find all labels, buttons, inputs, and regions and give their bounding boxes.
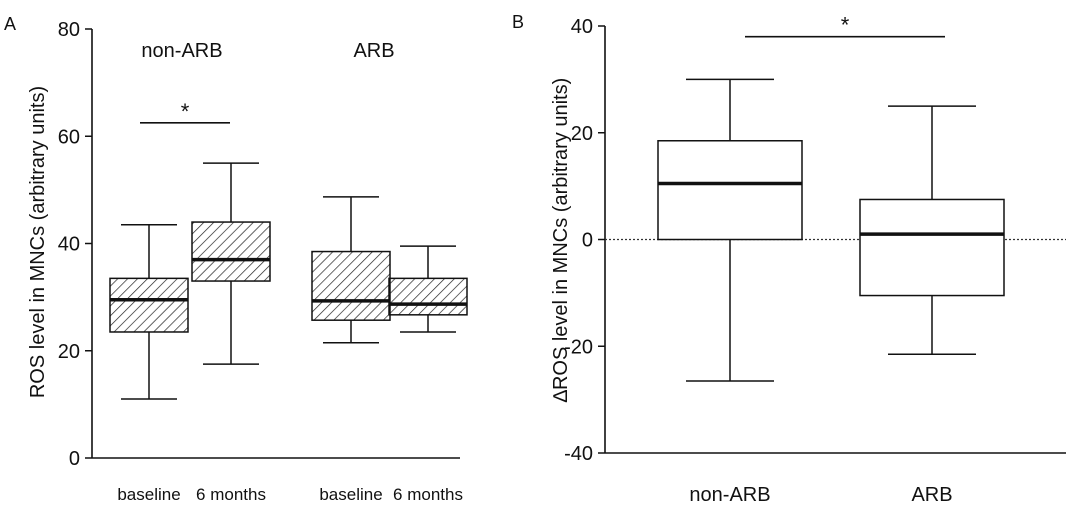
panel-a-category-label: baseline xyxy=(117,485,180,504)
panel-a-label: A xyxy=(4,14,16,34)
panel-b-category-label: non-ARB xyxy=(689,484,770,506)
panel-a-y-tick-label: 60 xyxy=(58,126,80,148)
panel-b-label: B xyxy=(512,12,524,32)
panel-a-category-label: baseline xyxy=(319,485,382,504)
panel-b-y-tick-label: -20 xyxy=(564,336,593,358)
panel-b-box-1 xyxy=(657,140,803,241)
panel-b-y-tick-label: -40 xyxy=(564,443,593,465)
panel-a-box-1 xyxy=(109,277,189,333)
panel-b-y-tick-label: 20 xyxy=(571,123,593,145)
panel-b-significance-marker: * xyxy=(841,13,850,38)
panel-b-box-2 xyxy=(859,198,1005,297)
panel-b-category-label: ARB xyxy=(911,484,952,506)
panel-b-plot: -40 -20 0 20 40 non-ARB ARB * xyxy=(564,13,1066,506)
panel-a-significance-marker: * xyxy=(181,99,190,124)
panel-a-box-3 xyxy=(311,250,391,321)
panel-a-box-2 xyxy=(191,221,271,282)
panel-b-y-tick-label: 0 xyxy=(582,230,593,252)
panel-a-y-tick-label: 20 xyxy=(58,341,80,363)
panel-a-group-label-arb: ARB xyxy=(353,40,394,62)
panel-a-y-axis-title: ROS level in MNCs (arbitrary units) xyxy=(27,86,49,398)
panel-a-y-tick-label: 40 xyxy=(58,234,80,256)
panel-a-y-tick-label: 0 xyxy=(69,448,80,470)
panel-a-category-label: 6 months xyxy=(393,485,463,504)
panel-a-group-label-non-arb: non-ARB xyxy=(141,40,222,62)
panel-a-box-4 xyxy=(388,277,468,316)
panel-b-y-tick-label: 40 xyxy=(571,16,593,38)
panel-b-y-axis-title: ∆ROS level in MNCs (arbitrary units) xyxy=(550,78,572,403)
panel-a-category-label: 6 months xyxy=(196,485,266,504)
panel-a-y-tick-label: 80 xyxy=(58,19,80,41)
panel-a-plot: 0 20 40 60 80 baseline 6 months baseline 6 month… xyxy=(58,19,468,504)
